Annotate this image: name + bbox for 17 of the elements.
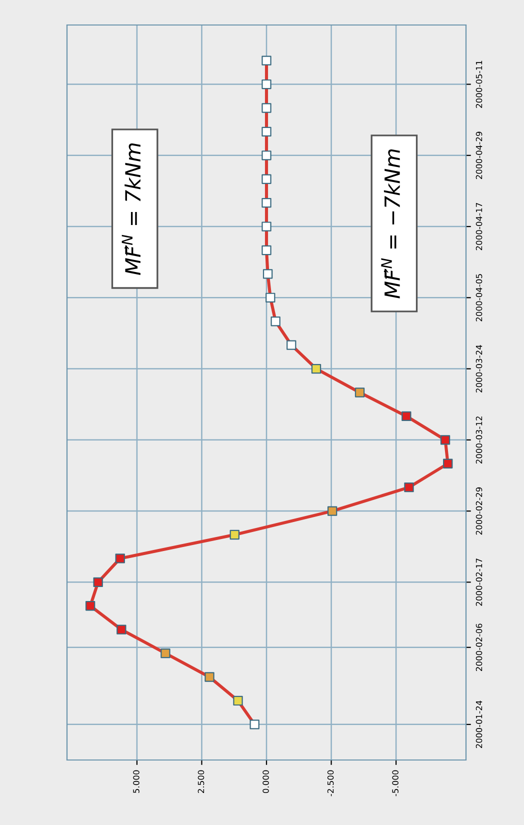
y-tick-label: 2000-02-06 <box>476 624 482 671</box>
annotation: MF⃗$^{N}$ = 7kNm <box>122 143 140 275</box>
y-tick-label: 2000-05-11 <box>476 60 482 108</box>
x-tick-label: 0.000 <box>262 770 269 794</box>
y-tick-label: 2000-04-05 <box>476 274 482 322</box>
y-tick-label: 2000-04-17 <box>476 203 482 250</box>
y-tick-label: 2000-03-12 <box>476 416 482 464</box>
x-tick-label: 2.500 <box>198 770 204 793</box>
y-tick-label: 2000-02-29 <box>476 487 482 535</box>
x-tick-label: -2.500 <box>327 770 334 796</box>
annotation: MF⃗$^{N}$ = −7kNm <box>381 149 400 298</box>
y-tick-label: 2000-02-17 <box>476 558 482 606</box>
y-tick-label: 2000-01-24 <box>476 700 482 748</box>
y-tick-label: 2000-04-29 <box>476 132 482 180</box>
x-tick-label: 5.000 <box>133 770 140 793</box>
y-tick-label: 2000-03-24 <box>476 345 482 392</box>
x-tick-label: -5.000 <box>392 770 398 796</box>
